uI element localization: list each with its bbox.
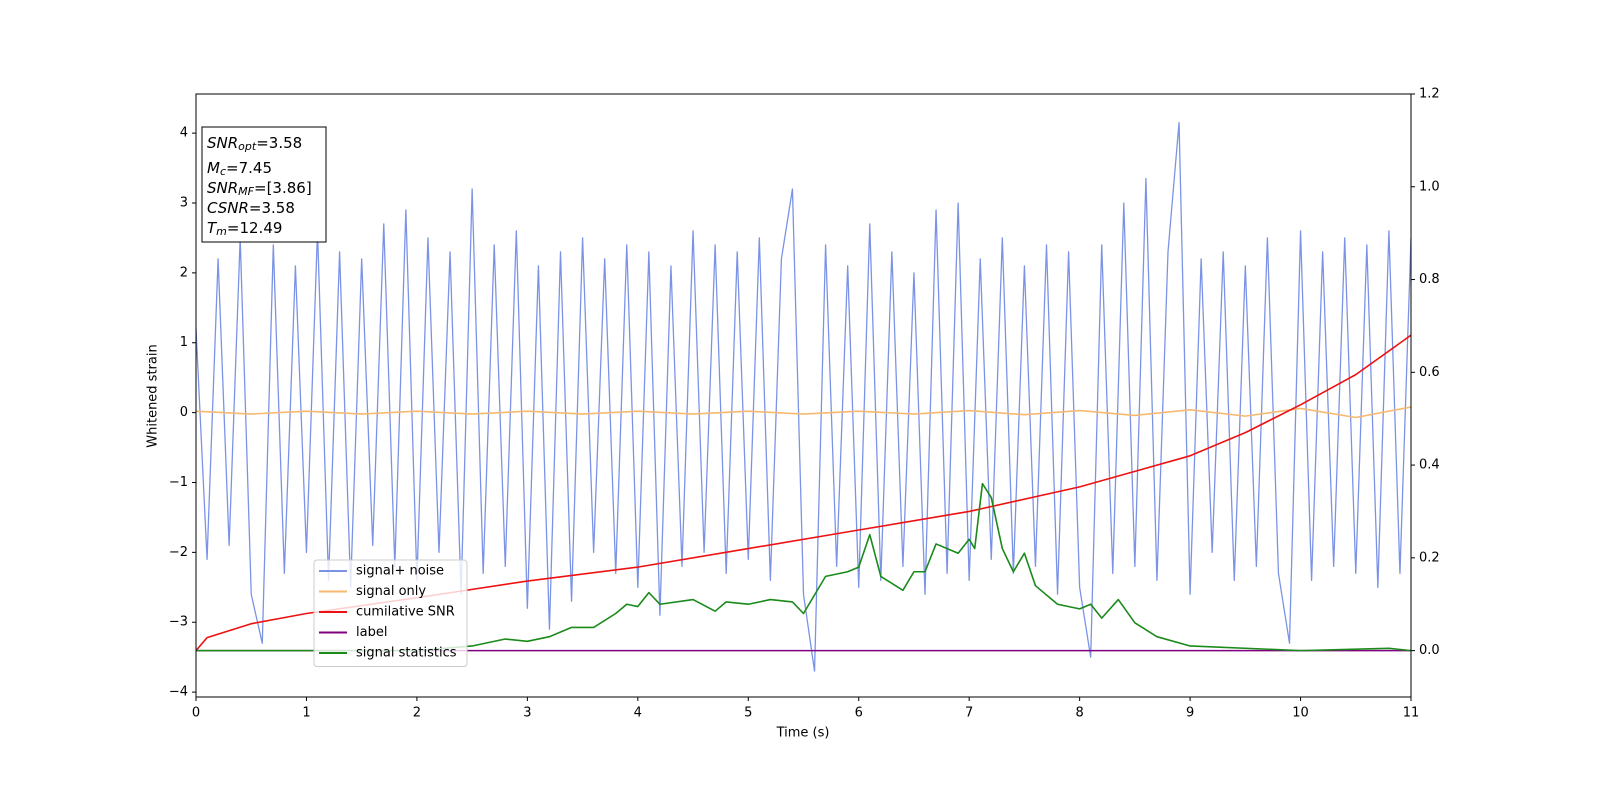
annotation-text: =7.45 <box>226 159 272 177</box>
x-tick-label: 7 <box>965 706 973 721</box>
y-tick-label: 2 <box>180 265 188 280</box>
y-tick-label: −4 <box>169 685 188 700</box>
annotation-base: M <box>207 159 220 177</box>
annotation-text: =12.49 <box>227 219 283 237</box>
y2-tick-label: 1.2 <box>1419 87 1440 102</box>
annotation-box <box>201 126 327 243</box>
y-tick-label: 3 <box>180 196 188 211</box>
x-tick-label: 9 <box>1186 706 1194 721</box>
x-tick-label: 0 <box>192 706 200 721</box>
x-tick-label: 6 <box>855 706 863 721</box>
y2-tick-label: 0.2 <box>1419 550 1440 565</box>
y-axis-label: Whitened strain <box>146 344 161 447</box>
x-tick-label: 3 <box>523 706 531 721</box>
x-tick-label: 1 <box>302 706 310 721</box>
y-tick-label: −2 <box>169 545 188 560</box>
annotation-sub: m <box>216 225 227 238</box>
x-tick-label: 5 <box>744 706 752 721</box>
y-tick-label: −3 <box>169 615 188 630</box>
annotation-text: =3.58 <box>256 134 302 152</box>
x-tick-label: 11 <box>1403 706 1420 721</box>
legend-label: signal statistics <box>356 646 457 661</box>
annotation-line: Mc=7.45 <box>207 159 272 179</box>
x-tick-label: 2 <box>413 706 421 721</box>
annotation-sub: c <box>220 165 226 178</box>
x-tick-label: 10 <box>1292 706 1309 721</box>
annotation-base: CSNR <box>207 199 249 217</box>
annotation-text: =[3.86] <box>254 179 312 197</box>
series-line <box>196 482 1411 652</box>
legend-box <box>313 559 468 667</box>
series-line <box>196 334 1411 652</box>
annotation-line: Tm=12.49 <box>207 219 282 239</box>
y2-tick-label: 0.6 <box>1419 365 1440 380</box>
annotation-sub: opt <box>238 140 257 153</box>
annotation-line: SNRopt=3.58 <box>207 134 302 154</box>
y-tick-label: 1 <box>180 335 188 350</box>
legend-label: signal+ noise <box>356 564 444 579</box>
annotation: SNRopt=3.58Mc=7.45SNRMF=[3.86]CSNR=3.58T… <box>207 134 312 239</box>
y2-tick-label: 1.0 <box>1419 179 1440 194</box>
x-tick-label: 4 <box>634 706 642 721</box>
annotation-base: T <box>207 219 218 237</box>
y-tick-label: 0 <box>180 405 188 420</box>
y2-tick-label: 0.8 <box>1419 272 1440 287</box>
y-tick-label: 4 <box>180 126 188 141</box>
annotation-line: SNRMF=[3.86] <box>207 179 312 199</box>
y2-tick-label: 0.4 <box>1419 458 1440 473</box>
annotation-base: SNR <box>207 179 238 197</box>
annotation-text: =3.58 <box>249 199 295 217</box>
legend-label: label <box>356 625 387 640</box>
annotation-line: CSNR=3.58 <box>207 199 295 217</box>
plot-frame <box>195 93 1412 698</box>
annotation-base: SNR <box>207 134 238 152</box>
x-axis-label: Time (s) <box>776 726 830 741</box>
y-tick-label: −1 <box>169 475 188 490</box>
x-tick-label: 8 <box>1075 706 1083 721</box>
series-line <box>196 406 1411 419</box>
legend-label: signal only <box>356 584 426 599</box>
legend-label: cumilative SNR <box>356 605 455 620</box>
series-line <box>196 122 1411 672</box>
annotation-sub: MF <box>238 185 254 198</box>
y2-tick-label: 0.0 <box>1419 643 1440 658</box>
